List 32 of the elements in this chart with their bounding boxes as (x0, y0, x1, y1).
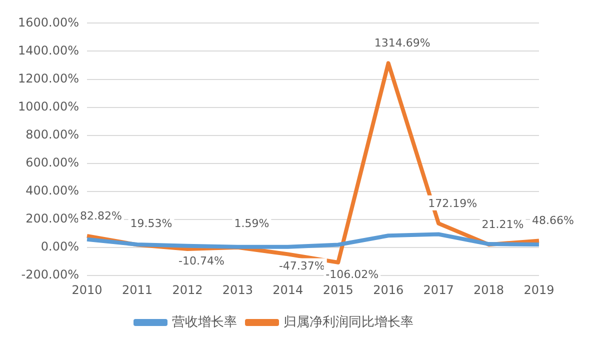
y-tick-label: 200.00% (26, 212, 80, 226)
x-tick-label: 2012 (172, 282, 203, 297)
data-label: -10.74% (178, 254, 224, 268)
x-tick-label: 2017 (423, 282, 454, 297)
y-tick-label: 800.00% (26, 128, 80, 142)
y-tick-label: -200.00% (21, 268, 80, 282)
x-tick-label: 2013 (222, 282, 253, 297)
y-tick-label: 1200.00% (18, 71, 80, 86)
data-label: 1314.69% (374, 36, 430, 50)
legend-label: 营收增长率 (172, 314, 237, 330)
x-tick-label: 2015 (322, 282, 354, 297)
y-tick-label: 1000.00% (18, 99, 80, 114)
x-tick-label: 2014 (272, 282, 304, 297)
data-label: 172.19% (428, 196, 478, 210)
data-label: 19.53% (130, 216, 172, 230)
y-tick-label: 400.00% (26, 184, 80, 198)
x-tick-label: 2016 (373, 282, 404, 297)
data-label: 48.66% (532, 214, 574, 228)
x-tick-label: 2019 (524, 282, 554, 297)
y-tick-label: 600.00% (26, 156, 80, 170)
x-tick-label: 2010 (72, 282, 102, 297)
data-label: -47.37% (278, 260, 325, 273)
y-tick-label: 1600.00% (18, 15, 80, 30)
data-label: 1.59% (234, 216, 270, 230)
x-tick-label: 2018 (474, 282, 504, 297)
x-tick-label: 2011 (122, 282, 153, 297)
y-tick-label: 1400.00% (18, 43, 80, 58)
data-label: 21.21% (482, 218, 524, 231)
y-tick-label: 0.00% (40, 240, 80, 254)
data-label: 82.82% (80, 209, 122, 222)
data-label: -106.02% (326, 268, 379, 281)
legend-label: 归属净利润同比增长率 (284, 314, 414, 330)
